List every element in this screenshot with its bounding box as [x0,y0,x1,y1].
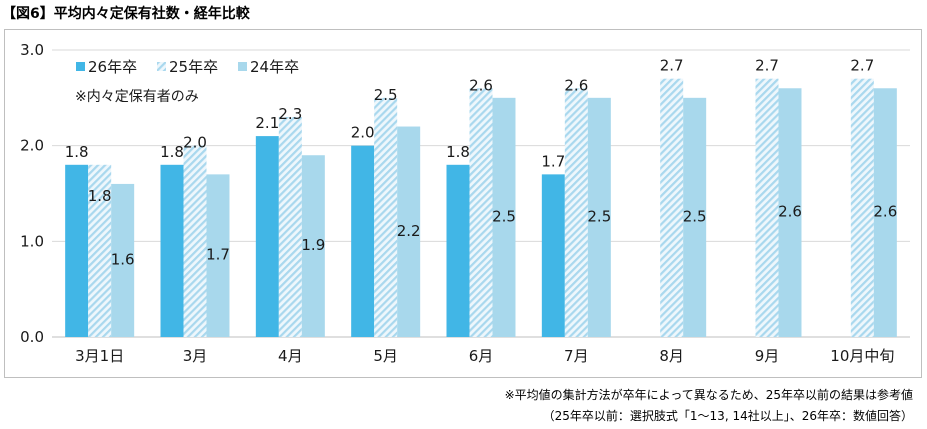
bar [587,97,611,337]
bar [873,88,897,338]
legend-swatch [157,62,166,71]
data-label: 1.8 [446,143,470,161]
data-label: 2.5 [683,207,707,225]
bar [65,164,89,337]
chart-title: 【図6】平均内々定保有社数・経年比較 [2,6,250,22]
data-label: 2.7 [850,57,874,75]
bar [492,97,516,337]
data-label: 1.7 [541,152,565,170]
bar [160,164,184,337]
data-label: 2.0 [183,134,207,152]
bar [541,174,565,337]
data-label: 1.8 [65,143,89,161]
data-label: 1.6 [111,250,135,268]
data-label: 2.5 [492,207,516,225]
bar [183,145,207,337]
data-label: 2.0 [351,124,375,142]
legend-label: 26年卒 [88,58,137,76]
bar [564,88,588,338]
legend-label: 25年卒 [169,58,218,76]
x-tick-label: 3月1日 [75,347,124,365]
x-tick-label: 7月 [564,347,589,365]
y-tick-label: 2.0 [20,137,44,155]
legend-swatch [76,62,85,71]
data-label: 1.8 [160,143,184,161]
data-label: 2.6 [778,203,802,221]
x-tick-label: 8月 [659,347,684,365]
data-label: 2.3 [278,105,302,123]
x-tick-label: 10月中旬 [830,347,894,365]
y-tick-label: 1.0 [20,232,44,250]
data-label: 2.1 [255,114,279,132]
footnote-detail: （25年卒以前：選択肢式「1～13, 14社以上」、26年卒：数値回答） [542,409,913,423]
bar [397,126,421,338]
data-label: 2.7 [755,57,779,75]
bar [778,88,802,338]
x-tick-label: 9月 [755,347,780,365]
x-tick-label: 3月 [183,347,208,365]
legend-label: 24年卒 [250,58,299,76]
data-label: 2.6 [873,203,897,221]
bar [755,78,779,337]
bar [850,78,874,337]
x-tick-label: 6月 [469,347,494,365]
data-label: 1.8 [88,187,112,205]
chart-annotation: ※内々定保有者のみ [75,89,199,105]
footnote-method: ※平均値の集計方法が卒年によって異なるため、25年卒以前の結果は参考値 [504,388,913,402]
chart-frame [4,29,922,378]
bar [683,97,707,337]
y-tick-label: 3.0 [20,41,44,59]
bar [88,164,112,337]
bar [446,164,470,337]
bar [351,145,375,337]
data-label: 2.6 [469,76,493,94]
legend-swatch [238,62,247,71]
bar [374,97,398,337]
data-label: 1.9 [301,236,325,254]
data-label: 2.6 [564,76,588,94]
x-tick-label: 4月 [278,347,303,365]
data-label: 2.5 [587,207,611,225]
data-label: 1.7 [206,246,230,264]
bar [206,174,230,337]
bar [301,155,325,337]
data-label: 2.7 [660,57,684,75]
x-tick-label: 5月 [373,347,398,365]
bar [469,88,493,338]
bar [111,183,135,337]
bar [255,136,279,337]
data-label: 2.5 [374,86,398,104]
bar [660,78,684,337]
data-label: 2.2 [397,222,421,240]
y-tick-label: 0.0 [20,328,44,346]
bar [278,116,302,337]
